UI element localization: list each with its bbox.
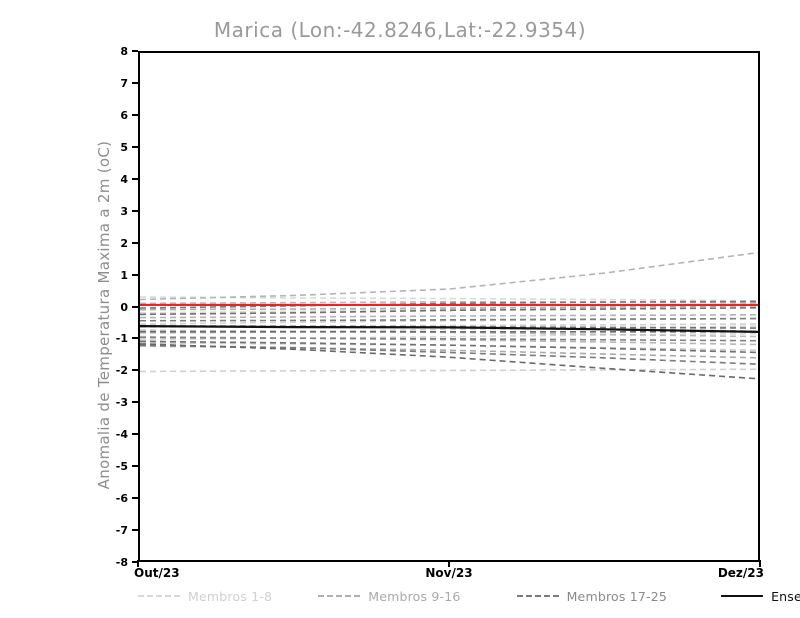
x-tick-label: Dez/23	[717, 566, 764, 580]
y-tick-label: -5	[115, 460, 128, 474]
x-tick-mark	[137, 560, 139, 567]
legend-item[interactable]: Membros 9-16	[318, 589, 460, 604]
plot-area	[138, 51, 760, 562]
member-line	[140, 251, 758, 301]
y-tick-label: 8	[120, 45, 128, 58]
y-tick-label: -4	[115, 428, 128, 442]
y-tick-label: 5	[120, 140, 128, 154]
member-line	[140, 329, 758, 338]
y-tick-mark	[132, 369, 138, 372]
chart-legend: Membros 1-8 Membros 9-16 Membros 17-25 Ense…	[138, 586, 800, 606]
legend-label: Membros 17-25	[566, 588, 668, 604]
legend-swatch	[318, 595, 361, 597]
x-tick-label: Out/23	[134, 566, 180, 580]
y-tick-mark	[132, 529, 138, 532]
y-tick-label: -3	[115, 396, 128, 410]
member-line	[140, 368, 758, 373]
y-tick-mark	[132, 50, 138, 52]
y-tick-label: -6	[115, 492, 128, 506]
y-tick-mark	[132, 273, 138, 276]
legend-swatch	[721, 595, 764, 597]
legend-label: Membros 1-8	[188, 588, 273, 604]
y-tick-mark	[132, 177, 138, 180]
member-line	[140, 305, 758, 311]
member-line	[140, 342, 758, 352]
y-tick-mark	[132, 305, 138, 308]
member-line	[140, 343, 758, 380]
y-tick-mark	[132, 81, 138, 84]
member-line	[140, 313, 758, 319]
y-tick-mark	[132, 209, 138, 212]
y-tick-label: -1	[115, 332, 128, 346]
y-tick-label: 3	[120, 204, 128, 218]
y-tick-mark	[132, 145, 138, 148]
y-tick-label: 6	[120, 108, 128, 122]
y-tick-label: -7	[115, 524, 128, 538]
legend-item[interactable]: Membros 17-25	[516, 588, 668, 604]
y-tick-label: 7	[120, 76, 128, 90]
member-line	[140, 336, 758, 342]
legend-swatch	[138, 595, 180, 597]
member-line	[140, 296, 758, 302]
legend-label: Membros 9-16	[368, 588, 461, 604]
y-tick-label: -2	[115, 364, 128, 378]
legend-swatch	[516, 595, 559, 597]
x-tick-mark	[759, 560, 761, 567]
legend-label: Ensemble Mean	[771, 588, 800, 604]
y-tick-mark	[132, 113, 138, 116]
member-line	[140, 340, 758, 354]
y-tick-label: 1	[120, 268, 128, 282]
y-tick-mark	[132, 497, 138, 500]
y-tick-mark	[132, 401, 138, 404]
member-line	[140, 306, 758, 316]
y-tick-mark	[132, 561, 138, 563]
y-tick-mark	[132, 337, 138, 340]
y-tick-label: 2	[120, 236, 128, 250]
plot-lines	[140, 251, 758, 380]
y-tick-mark	[132, 433, 138, 436]
ensemble-mean-line	[140, 325, 758, 333]
member-line	[140, 300, 758, 309]
chart-title: Marica (Lon:-42.8246,Lat:-22.9354)	[213, 18, 587, 42]
y-tick-label: 0	[120, 300, 128, 314]
y-tick-mark	[132, 465, 138, 468]
legend-item[interactable]: Ensemble Mean	[721, 589, 800, 604]
x-tick-mark	[448, 560, 450, 567]
x-tick-label: Nov/23	[425, 566, 473, 580]
y-tick-label: 4	[120, 172, 128, 186]
y-tick-label: -8	[115, 556, 128, 569]
legend-item[interactable]: Membros 1-8	[138, 589, 272, 604]
y-tick-mark	[132, 241, 138, 244]
member-line	[140, 317, 758, 322]
